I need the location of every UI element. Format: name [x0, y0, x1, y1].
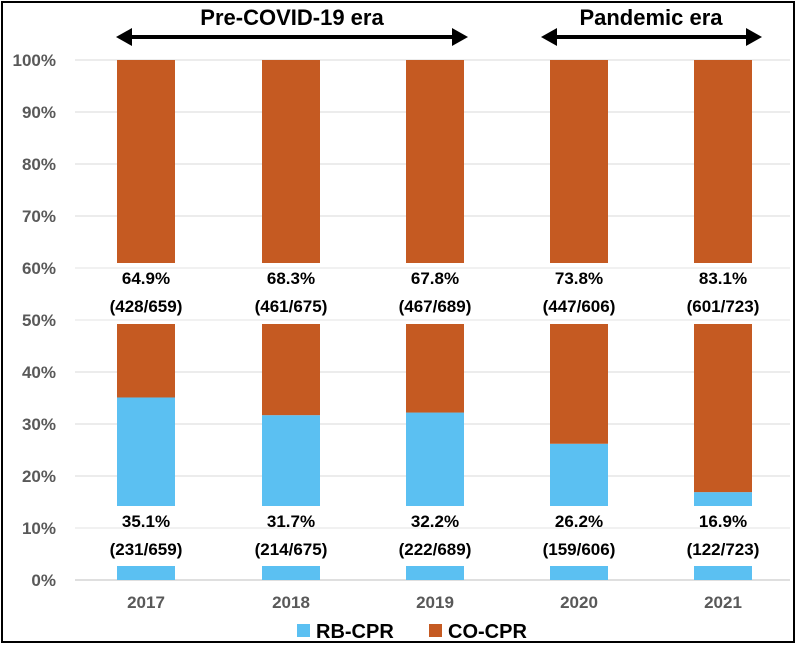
era-arrow-left-head: [116, 28, 132, 46]
label-band-rb: [75, 506, 790, 566]
bar-co-cpr: [550, 60, 608, 444]
x-tick-label: 2017: [127, 593, 165, 612]
x-tick-label: 2018: [272, 593, 310, 612]
era-arrow-right-head: [452, 28, 468, 46]
data-label-co-pct: 68.3%: [267, 269, 315, 288]
data-label-co-count: (428/659): [110, 297, 183, 316]
y-tick-label: 60%: [22, 259, 56, 278]
bar-co-cpr: [262, 60, 320, 416]
x-tick-label: 2020: [560, 593, 598, 612]
data-label-co-pct: 64.9%: [122, 269, 170, 288]
data-label-rb-count: (122/723): [687, 540, 760, 559]
bar-co-cpr: [406, 60, 464, 413]
data-label-rb-count: (159/606): [543, 540, 616, 559]
x-tick-label: 2021: [704, 593, 742, 612]
y-tick-label: 90%: [22, 103, 56, 122]
y-tick-label: 0%: [31, 571, 56, 590]
data-label-co-pct: 73.8%: [555, 269, 603, 288]
data-label-rb-pct: 26.2%: [555, 512, 603, 531]
data-label-rb-pct: 16.9%: [699, 512, 747, 531]
y-tick-label: 50%: [22, 311, 56, 330]
data-label-co-count: (447/606): [543, 297, 616, 316]
label-band-co: [75, 263, 790, 324]
y-tick-label: 10%: [22, 519, 56, 538]
data-label-rb-count: (214/675): [255, 540, 328, 559]
legend-label-rb-cpr: RB-CPR: [316, 621, 394, 643]
bar-co-cpr: [117, 60, 175, 398]
y-tick-label: 80%: [22, 155, 56, 174]
data-label-co-count: (461/675): [255, 297, 328, 316]
era-label: Pandemic era: [579, 5, 723, 30]
data-label-rb-pct: 31.7%: [267, 512, 315, 531]
y-tick-label: 20%: [22, 467, 56, 486]
era-arrow-right-head: [746, 28, 762, 46]
data-label-co-pct: 83.1%: [699, 269, 747, 288]
legend-swatch-rb-cpr: [297, 624, 310, 637]
data-label-co-pct: 67.8%: [411, 269, 459, 288]
y-tick-label: 30%: [22, 415, 56, 434]
y-tick-label: 70%: [22, 207, 56, 226]
data-label-co-count: (601/723): [687, 297, 760, 316]
legend-swatch-co-cpr: [429, 624, 442, 637]
data-label-rb-count: (231/659): [110, 540, 183, 559]
data-label-rb-count: (222/689): [399, 540, 472, 559]
data-label-rb-pct: 35.1%: [122, 512, 170, 531]
era-label: Pre-COVID-19 era: [200, 5, 384, 30]
data-label-rb-pct: 32.2%: [411, 512, 459, 531]
y-tick-label: 40%: [22, 363, 56, 382]
data-label-co-count: (467/689): [399, 297, 472, 316]
x-tick-label: 2019: [416, 593, 454, 612]
legend-label-co-cpr: CO-CPR: [448, 621, 527, 643]
y-tick-label: 100%: [13, 51, 56, 70]
era-arrow-left-head: [541, 28, 557, 46]
